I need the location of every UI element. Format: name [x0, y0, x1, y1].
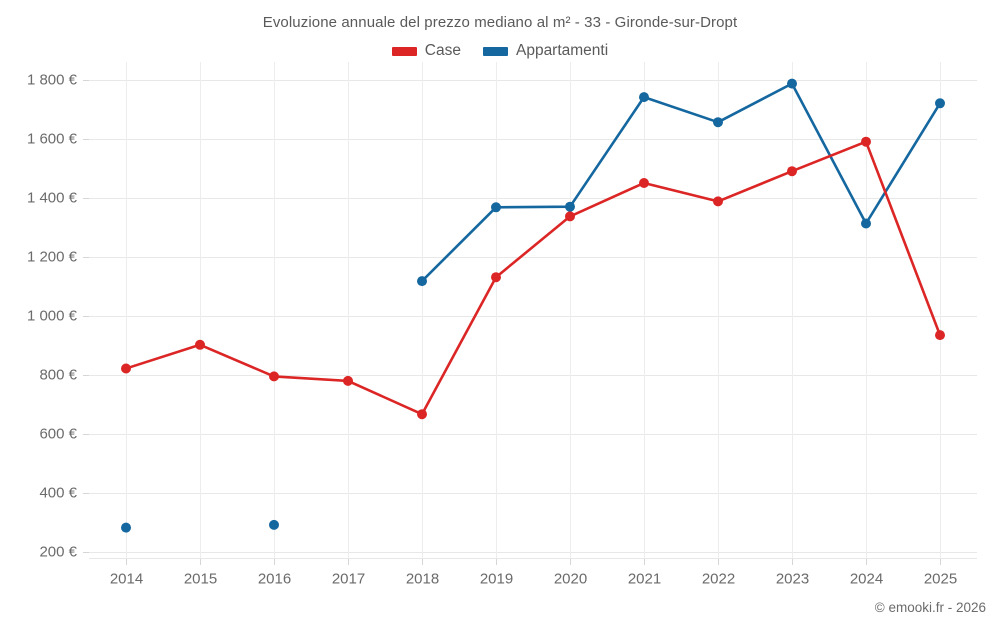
y-axis-tick-label: 1 600 € [27, 130, 78, 147]
data-point[interactable] [121, 522, 131, 533]
y-axis-tick-label: 1 400 € [27, 189, 78, 206]
x-axis-tick-label: 2018 [406, 570, 439, 587]
data-point[interactable] [713, 117, 723, 128]
series-line-appartamenti [420, 82, 942, 283]
data-point[interactable] [417, 409, 427, 420]
y-axis-tick-label: 600 € [39, 425, 77, 442]
data-point[interactable] [861, 136, 871, 147]
data-point[interactable] [565, 201, 575, 212]
data-point[interactable] [639, 92, 649, 103]
y-axis-tick-label: 400 € [39, 484, 77, 501]
data-point[interactable] [343, 375, 353, 386]
x-axis-tick-label: 2024 [850, 570, 883, 587]
x-axis-tick-label: 2021 [628, 570, 661, 587]
y-axis-tick-label: 1 200 € [27, 248, 78, 265]
data-point[interactable] [639, 178, 649, 188]
data-point[interactable] [935, 98, 945, 109]
data-point[interactable] [121, 363, 131, 374]
data-point[interactable] [417, 276, 427, 287]
legend-item-appartamenti[interactable]: Appartamenti [482, 42, 609, 60]
y-axis-tick-label: 800 € [39, 366, 77, 383]
data-point[interactable] [565, 211, 575, 222]
data-point[interactable] [491, 272, 501, 283]
x-axis-tick-label: 2015 [184, 570, 217, 587]
data-point[interactable] [491, 202, 501, 213]
y-axis-tick-label: 200 € [39, 543, 77, 560]
data-point[interactable] [269, 371, 279, 382]
data-point[interactable] [861, 218, 871, 229]
y-axis-tick-label: 1 000 € [27, 307, 78, 324]
data-point[interactable] [935, 330, 945, 341]
data-point[interactable] [713, 196, 723, 207]
chart-title: Evoluzione annuale del prezzo mediano al… [262, 14, 738, 31]
legend-label-case: Case [424, 42, 461, 59]
legend-label-appartamenti: Appartamenti [515, 42, 609, 59]
x-axis-tick-label: 2016 [258, 570, 291, 587]
x-axis-tick-label: 2014 [110, 570, 143, 587]
y-axis-tick-label: 1 800 € [27, 71, 78, 88]
data-point[interactable] [787, 78, 797, 89]
x-axis-tick-label: 2019 [480, 570, 513, 587]
legend-swatch-appartamenti [482, 46, 508, 56]
x-axis-tick-label: 2020 [554, 570, 587, 587]
data-point[interactable] [195, 339, 205, 350]
x-axis-tick-label: 2023 [776, 570, 809, 587]
x-axis-tick-label: 2025 [924, 570, 957, 587]
series-line-case [124, 140, 942, 416]
x-axis-tick-label: 2022 [702, 570, 735, 587]
chart-legend: Case Appartamenti [0, 42, 1000, 60]
data-point[interactable] [787, 166, 797, 177]
credit-text: © emooki.fr - 2026 [874, 600, 986, 615]
legend-item-case[interactable]: Case [391, 42, 461, 60]
data-point[interactable] [269, 519, 279, 530]
x-axis-tick-label: 2017 [332, 570, 365, 587]
legend-swatch-case [391, 46, 417, 56]
